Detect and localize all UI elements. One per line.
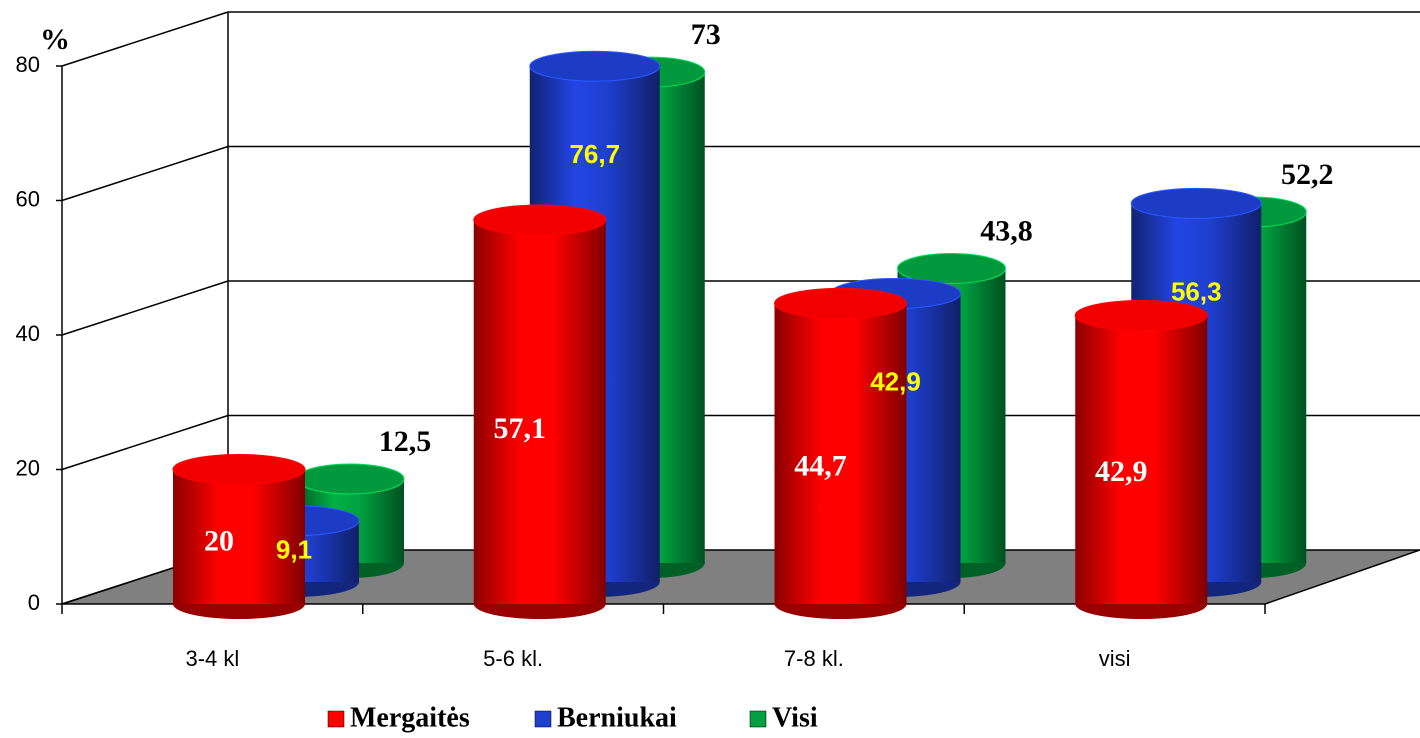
x-tick-label: visi xyxy=(1099,646,1131,671)
y-tick-label: 0 xyxy=(28,590,40,615)
data-label: 76,7 xyxy=(569,139,620,169)
cylinder-top xyxy=(295,463,405,495)
legend-swatch xyxy=(749,710,767,728)
cylinder-top xyxy=(529,50,661,82)
cylinder xyxy=(774,287,907,619)
y-tick-label: 80 xyxy=(16,52,40,77)
y-tick-label: 40 xyxy=(16,321,40,346)
y-tick-label: 20 xyxy=(16,455,40,480)
grid-line xyxy=(61,11,229,67)
bar xyxy=(1075,315,1208,604)
data-label: 9,1 xyxy=(276,534,312,564)
cylinder-top xyxy=(897,252,1006,284)
data-label: 73 xyxy=(691,18,721,51)
data-label: 56,3 xyxy=(1171,276,1222,306)
data-label: 44,7 xyxy=(794,450,847,483)
x-tick-label: 3-4 kl xyxy=(185,646,239,671)
cylinder xyxy=(172,454,306,619)
cylinder-top xyxy=(172,454,306,485)
data-label: 20 xyxy=(204,524,234,557)
bar xyxy=(473,220,606,604)
cylinder xyxy=(1074,299,1208,619)
grid-line xyxy=(61,145,229,202)
y-axis-label: % xyxy=(40,23,70,56)
x-tick-label: 5-6 kl. xyxy=(483,646,543,671)
data-label: 52,2 xyxy=(1281,158,1334,191)
data-label: 42,9 xyxy=(1095,455,1148,488)
legend-label: Visi xyxy=(772,702,818,733)
bar xyxy=(173,469,305,604)
data-label: 12,5 xyxy=(379,425,432,458)
legend-swatch xyxy=(534,710,552,728)
grid-line xyxy=(61,414,229,471)
data-label: 43,8 xyxy=(980,214,1033,247)
legend-label: Mergaitės xyxy=(350,702,470,733)
cylinder-top xyxy=(774,287,907,319)
bar xyxy=(774,303,907,604)
cylinder-top xyxy=(1074,299,1208,331)
legend-label: Berniukai xyxy=(557,702,677,733)
cylinder-top xyxy=(1130,187,1262,219)
x-tick-label: 7-8 kl. xyxy=(784,646,844,671)
grid-line xyxy=(61,280,229,336)
cylinder-top xyxy=(473,204,607,236)
cylinder xyxy=(473,204,607,619)
legend-swatch xyxy=(327,710,345,728)
data-label: 42,9 xyxy=(870,366,921,396)
y-tick-label: 60 xyxy=(16,186,40,211)
data-label: 57,1 xyxy=(494,412,547,445)
